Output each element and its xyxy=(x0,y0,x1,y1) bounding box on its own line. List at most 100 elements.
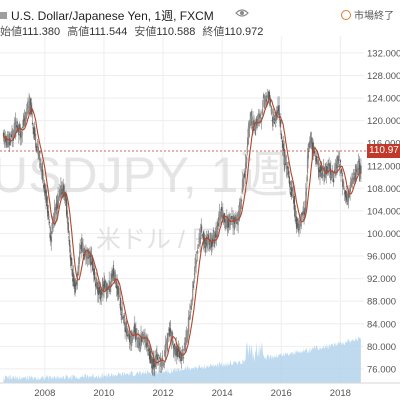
candle-body xyxy=(179,358,181,359)
candle-body xyxy=(35,147,38,152)
candle-body xyxy=(65,194,67,201)
candle-body xyxy=(237,216,239,226)
price-tick-label: 124.000 xyxy=(367,94,400,105)
candle-body xyxy=(2,132,5,136)
market-status: 市場終了 xyxy=(341,7,394,22)
time-axis: 2008 2010 2012 2014 2016 2018 xyxy=(0,382,400,399)
candle-body xyxy=(257,115,259,117)
candle-body xyxy=(339,160,342,163)
high-label: 高値 xyxy=(67,26,90,38)
candle-body xyxy=(79,250,81,262)
candle-body xyxy=(331,172,334,176)
candle-body xyxy=(17,126,19,131)
candle-body xyxy=(217,222,219,227)
candle-body xyxy=(111,274,113,279)
candle-body xyxy=(184,343,186,352)
candle-body xyxy=(98,286,101,294)
candle-body xyxy=(197,247,200,249)
candle-body xyxy=(48,216,50,219)
candle-body xyxy=(291,189,293,191)
candle-body xyxy=(342,179,344,188)
candle-body xyxy=(309,141,311,148)
candle-body xyxy=(347,191,349,198)
candle-body xyxy=(78,263,80,268)
candle-body xyxy=(233,217,235,222)
candle-body xyxy=(279,115,281,118)
candle-body xyxy=(142,337,144,341)
candle-body xyxy=(54,209,56,219)
candle-body xyxy=(76,275,78,286)
symbol-title: U.S. Dollar/Japanese Yen, 1週, FXCM xyxy=(11,9,214,23)
candle-body xyxy=(157,355,159,356)
candle-body xyxy=(131,335,134,342)
candle-body xyxy=(46,201,48,206)
candle-body xyxy=(285,162,288,170)
candle-body xyxy=(32,127,35,135)
candle-body xyxy=(67,222,69,233)
candle-body xyxy=(165,350,167,352)
candle-body xyxy=(46,196,48,207)
price-tick-label: 92.000 xyxy=(367,274,396,285)
eye-icon[interactable] xyxy=(235,6,249,20)
candle-body xyxy=(118,293,120,299)
candle-body xyxy=(292,191,294,196)
candle-body xyxy=(258,116,260,125)
low-label: 安値 xyxy=(134,26,157,38)
candle-body xyxy=(121,308,123,312)
candle-body xyxy=(293,196,296,209)
candle-body xyxy=(262,108,264,115)
candle-body xyxy=(271,109,273,114)
candle-body xyxy=(215,230,217,233)
candle-body xyxy=(351,176,354,183)
candle-body xyxy=(194,266,196,273)
open-label: 始値 xyxy=(0,26,22,38)
candle-body xyxy=(111,275,114,276)
moving-average-line xyxy=(2,98,361,364)
candle-body xyxy=(96,282,98,290)
candle-body xyxy=(109,284,111,288)
candle-body xyxy=(6,138,9,143)
candle-body xyxy=(20,129,22,134)
candle-body xyxy=(338,166,340,168)
candle-body xyxy=(124,322,126,332)
candle-body xyxy=(39,150,41,154)
low-value: 110.588 xyxy=(156,26,196,38)
price-tick-label: 96.000 xyxy=(367,252,396,263)
candle-body xyxy=(248,120,250,137)
candle-body xyxy=(256,123,259,126)
candle-body xyxy=(127,334,130,336)
candle-body xyxy=(68,236,70,238)
candle-body xyxy=(27,105,29,108)
candle-body xyxy=(10,140,12,143)
candle-body xyxy=(265,92,267,102)
candle-body xyxy=(284,158,286,164)
candle-body xyxy=(182,350,184,356)
candle-body xyxy=(235,217,237,221)
candle-body xyxy=(23,119,25,126)
candle-body xyxy=(50,235,52,241)
candle-body xyxy=(296,218,298,222)
candle-body xyxy=(346,199,348,205)
candle-body xyxy=(193,279,195,283)
price-tick-label: 76.000 xyxy=(367,364,396,375)
candle-body xyxy=(13,129,15,139)
candle-body xyxy=(100,295,102,298)
close-label: 終値 xyxy=(202,26,225,38)
candle-body xyxy=(167,341,169,343)
candle-body xyxy=(288,176,290,184)
candle-body xyxy=(156,356,159,360)
candle-body xyxy=(72,273,74,282)
candle-body xyxy=(13,123,15,132)
candle-body xyxy=(260,112,262,116)
candle-body xyxy=(120,306,122,312)
candle-body xyxy=(350,182,352,189)
candle-body xyxy=(239,205,242,212)
clock-icon xyxy=(341,10,351,20)
candle-body xyxy=(222,210,224,217)
candle-body xyxy=(212,237,214,240)
candle-body xyxy=(159,356,161,359)
ohlc-values: 始値111.380 高値111.544 安値110.588 終値110.972 xyxy=(0,23,267,39)
candle-body xyxy=(199,241,201,244)
candle-body xyxy=(110,277,113,283)
